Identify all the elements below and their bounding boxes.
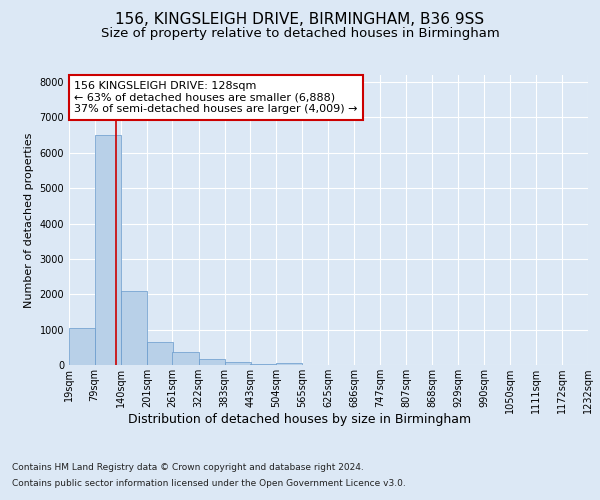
Y-axis label: Number of detached properties: Number of detached properties	[24, 132, 34, 308]
Bar	[95, 135, 121, 365]
Bar	[250, 364, 277, 365]
Text: 156 KINGSLEIGH DRIVE: 128sqm
← 63% of detached houses are smaller (6,888)
37% of: 156 KINGSLEIGH DRIVE: 128sqm ← 63% of de…	[74, 81, 358, 114]
Bar	[224, 362, 251, 365]
Bar	[172, 352, 199, 365]
Text: Contains public sector information licensed under the Open Government Licence v3: Contains public sector information licen…	[12, 478, 406, 488]
Bar	[69, 328, 95, 365]
Text: Size of property relative to detached houses in Birmingham: Size of property relative to detached ho…	[101, 28, 499, 40]
Text: Distribution of detached houses by size in Birmingham: Distribution of detached houses by size …	[128, 412, 472, 426]
Bar	[147, 342, 173, 365]
Bar	[199, 358, 224, 365]
Bar	[277, 363, 302, 365]
Text: 156, KINGSLEIGH DRIVE, BIRMINGHAM, B36 9SS: 156, KINGSLEIGH DRIVE, BIRMINGHAM, B36 9…	[115, 12, 485, 28]
Text: Contains HM Land Registry data © Crown copyright and database right 2024.: Contains HM Land Registry data © Crown c…	[12, 464, 364, 472]
Bar	[121, 290, 147, 365]
